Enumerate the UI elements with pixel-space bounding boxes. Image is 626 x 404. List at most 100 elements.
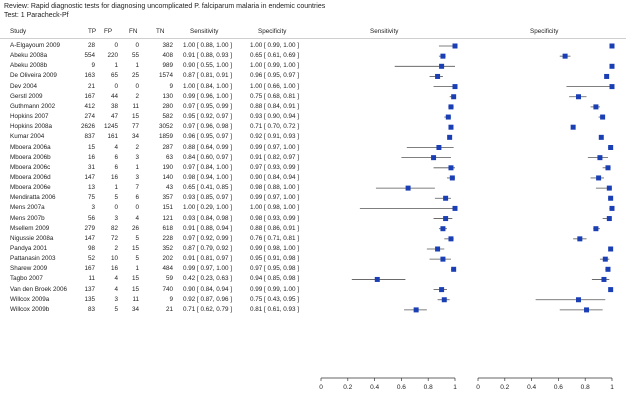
fp-value: 65	[110, 72, 118, 80]
study-name: Abeku 2008b	[10, 62, 48, 70]
study-name: Mboera 2006c	[10, 163, 51, 171]
fp-value: 6	[114, 153, 118, 161]
fn-value: 1	[135, 265, 139, 273]
spec-point-marker	[576, 297, 581, 303]
fp-value: 1	[114, 62, 118, 70]
specificity-ci: 0.88 [ 0.86, 0.91 ]	[250, 224, 300, 232]
tp-value: 21	[87, 82, 95, 90]
spec-point-marker	[600, 114, 606, 120]
sens-tick-label: 0	[319, 384, 323, 391]
sens-tick-label: 0.2	[343, 384, 352, 391]
fp-value: 5	[114, 305, 118, 313]
sensitivity-ci: 0.91 [ 0.88, 0.93 ]	[183, 52, 233, 60]
sens-point-marker	[448, 236, 454, 242]
spec-point-marker	[576, 94, 581, 100]
tp-value: 28	[87, 42, 95, 49]
spec-point-marker	[608, 195, 614, 201]
fp-value: 4	[114, 275, 118, 283]
sensitivity-ci: 0.95 [ 0.92, 0.97 ]	[183, 113, 233, 121]
header-spec-plot: Specificity	[530, 28, 559, 35]
tp-value: 11	[88, 275, 95, 283]
tn-value: 21	[165, 305, 173, 313]
sensitivity-ci: 0.96 [ 0.95, 0.97 ]	[183, 133, 233, 141]
tp-value: 2626	[80, 123, 95, 131]
sens-point-marker	[413, 307, 419, 313]
tn-value: 3052	[158, 123, 173, 131]
sensitivity-ci: 0.87 [ 0.81, 0.91 ]	[183, 72, 233, 80]
specificity-ci: 0.75 [ 0.68, 0.81 ]	[250, 92, 300, 100]
specificity-ci: 0.92 [ 0.91, 0.93 ]	[250, 133, 300, 141]
specificity-ci: 1.00 [ 0.98, 1.00 ]	[250, 204, 300, 212]
tn-value: 280	[162, 102, 173, 110]
tn-value: 287	[162, 143, 173, 151]
fn-value: 3	[135, 153, 139, 161]
fn-value: 11	[132, 102, 139, 110]
tp-value: 3	[91, 204, 95, 212]
sens-point-marker	[448, 165, 454, 171]
sens-point-marker	[452, 205, 458, 211]
fn-value: 26	[131, 224, 139, 232]
specificity-ci: 0.95 [ 0.91, 0.98 ]	[250, 255, 300, 263]
fn-value: 34	[131, 133, 139, 141]
sens-point-marker	[449, 175, 455, 181]
header-tn: TN	[156, 28, 165, 35]
spec-tick-label: 0.4	[527, 384, 536, 391]
study-name: Pattanasin 2003	[10, 255, 56, 263]
fp-value: 0	[114, 82, 118, 90]
tp-value: 167	[84, 265, 95, 273]
fn-value: 3	[135, 173, 139, 181]
tn-value: 43	[165, 184, 173, 192]
tn-value: 59	[165, 275, 173, 283]
sensitivity-ci: 0.99 [ 0.97, 1.00 ]	[183, 265, 233, 273]
sens-point-marker	[435, 73, 441, 79]
fp-value: 4	[114, 143, 118, 151]
sensitivity-ci: 0.42 [ 0.23, 0.63 ]	[183, 275, 233, 283]
sensitivity-ci: 0.87 [ 0.79, 0.92 ]	[183, 245, 233, 252]
spec-point-marker	[593, 104, 599, 110]
study-name: De Oliveira 2009	[10, 72, 57, 80]
study-name: Mboera 2006b	[10, 153, 51, 161]
specificity-ci: 0.97 [ 0.93, 0.99 ]	[250, 163, 300, 171]
specificity-ci: 0.76 [ 0.71, 0.81 ]	[250, 234, 300, 242]
study-name: Pandya 2001	[10, 245, 48, 252]
specificity-ci: 0.75 [ 0.43, 0.95 ]	[250, 295, 300, 303]
tp-value: 31	[87, 163, 95, 171]
fp-value: 0	[114, 42, 118, 49]
study-name: Sharew 2009	[10, 265, 48, 273]
spec-tick-label: 0.8	[581, 384, 590, 391]
spec-point-marker	[609, 63, 615, 69]
spec-point-marker	[608, 246, 614, 252]
sens-point-marker	[436, 145, 442, 150]
sensitivity-ci: 0.92 [ 0.87, 0.96 ]	[183, 295, 233, 303]
specificity-ci: 0.90 [ 0.84, 0.94 ]	[250, 173, 300, 181]
fn-value: 0	[135, 82, 139, 90]
spec-tick-label: 0.2	[500, 384, 509, 391]
sens-point-marker	[451, 94, 457, 100]
fn-value: 0	[135, 42, 139, 49]
sensitivity-ci: 0.97 [ 0.96, 0.98 ]	[183, 123, 233, 131]
fp-value: 16	[110, 265, 118, 273]
sensitivity-ci: 0.65 [ 0.41, 0.85 ]	[183, 184, 233, 192]
sens-point-marker	[439, 287, 445, 293]
sensitivity-ci: 0.91 [ 0.81, 0.97 ]	[183, 255, 233, 263]
fn-value: 4	[135, 214, 139, 222]
tp-value: 167	[84, 92, 95, 100]
tn-value: 352	[162, 245, 173, 252]
study-name: Hopkins 2007	[10, 113, 49, 121]
fn-value: 25	[131, 72, 139, 80]
fp-value: 3	[114, 295, 118, 303]
fp-value: 5	[114, 194, 118, 202]
tn-value: 130	[162, 92, 173, 100]
sens-point-marker	[440, 256, 446, 262]
fp-value: 6	[114, 163, 118, 171]
fp-value: 72	[110, 234, 118, 242]
specificity-ci: 0.93 [ 0.90, 0.94 ]	[250, 113, 300, 121]
fn-value: 5	[135, 234, 139, 242]
study-name: Willcox 2009b	[10, 305, 50, 313]
sens-tick-label: 0.8	[424, 384, 433, 391]
sensitivity-ci: 0.84 [ 0.60, 0.97 ]	[183, 153, 233, 161]
study-name: Kumar 2004	[10, 133, 45, 141]
fn-value: 15	[131, 275, 139, 283]
fn-value: 2	[135, 92, 139, 100]
